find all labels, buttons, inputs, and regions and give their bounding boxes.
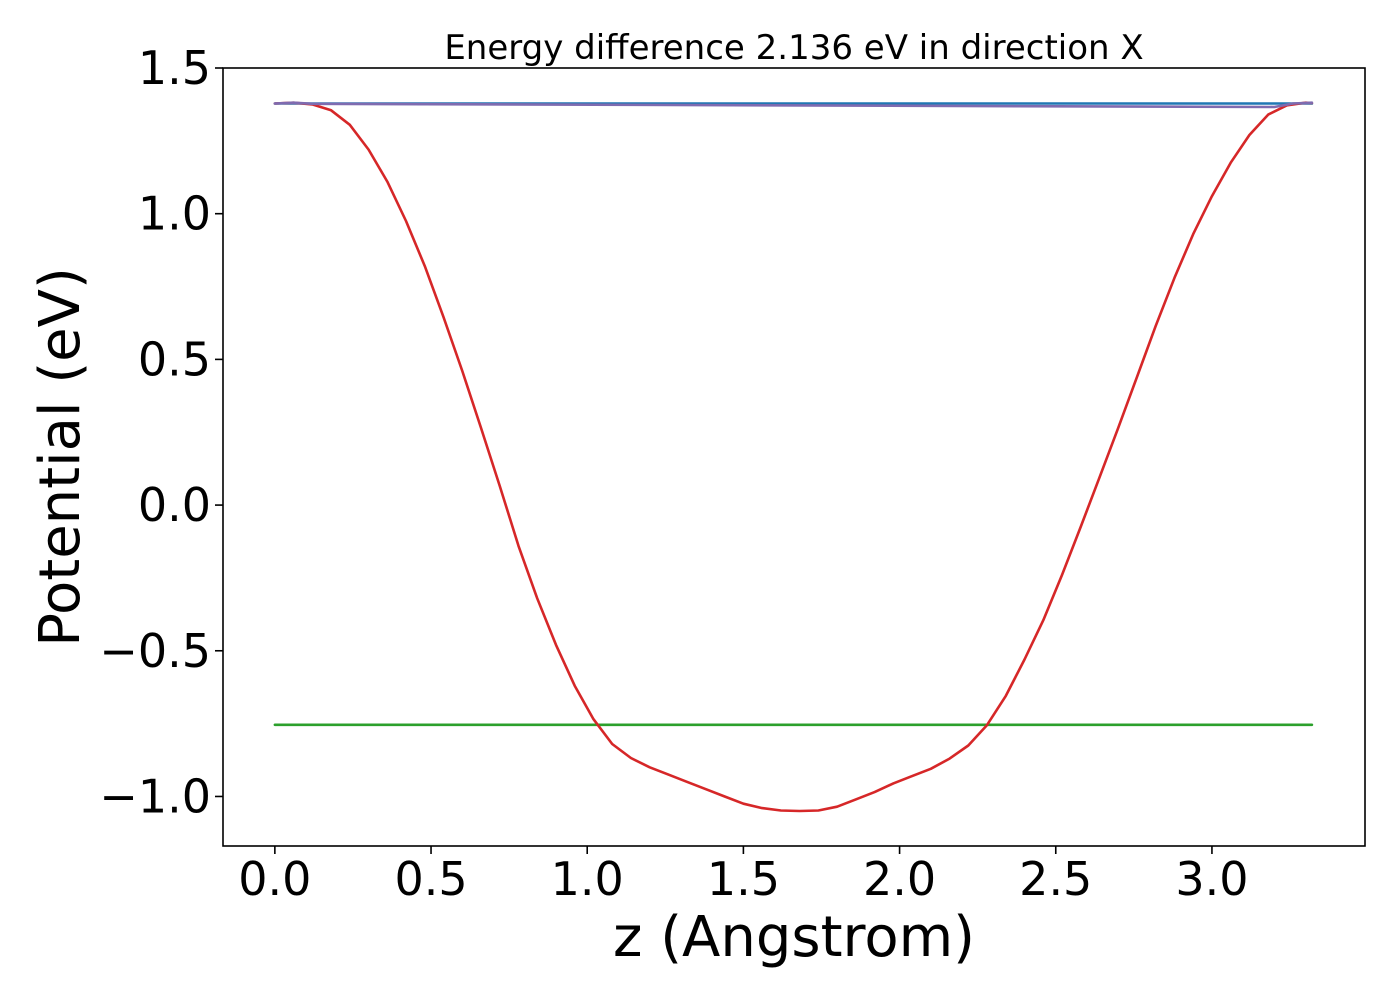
x-tick-label: 1.0	[551, 852, 624, 906]
y-ticks: 1.5 1.0 0.5 0.0 −0.5 −1.0	[99, 41, 223, 823]
x-tick-label: 1.5	[707, 852, 780, 906]
series-layer	[273, 101, 1314, 813]
plot-frame	[222, 67, 1366, 847]
x-tick-label: 0.5	[394, 852, 467, 906]
y-tick-label: 1.5	[138, 41, 211, 95]
y-axis-label: Potential (eV)	[28, 267, 93, 647]
chart-title: Energy difference 2.136 eV in direction …	[444, 28, 1143, 68]
x-tick-label: 0.0	[238, 852, 311, 906]
x-tick-label: 2.5	[1019, 852, 1092, 906]
y-tick-label: −1.0	[99, 769, 211, 823]
y-tick-label: −0.5	[99, 624, 211, 678]
y-tick-label: 0.0	[138, 478, 211, 532]
y-tick-label: 0.5	[138, 332, 211, 386]
series-line-3	[273, 101, 1314, 109]
x-axis-label: z (Angstrom)	[613, 905, 975, 970]
series-line-2	[273, 101, 1314, 813]
y-tick-label: 1.0	[138, 187, 211, 241]
x-ticks: 0.0 0.5 1.0 1.5 2.0 2.5 3.0	[238, 846, 1249, 906]
x-tick-label: 3.0	[1175, 852, 1248, 906]
x-tick-label: 2.0	[863, 852, 936, 906]
